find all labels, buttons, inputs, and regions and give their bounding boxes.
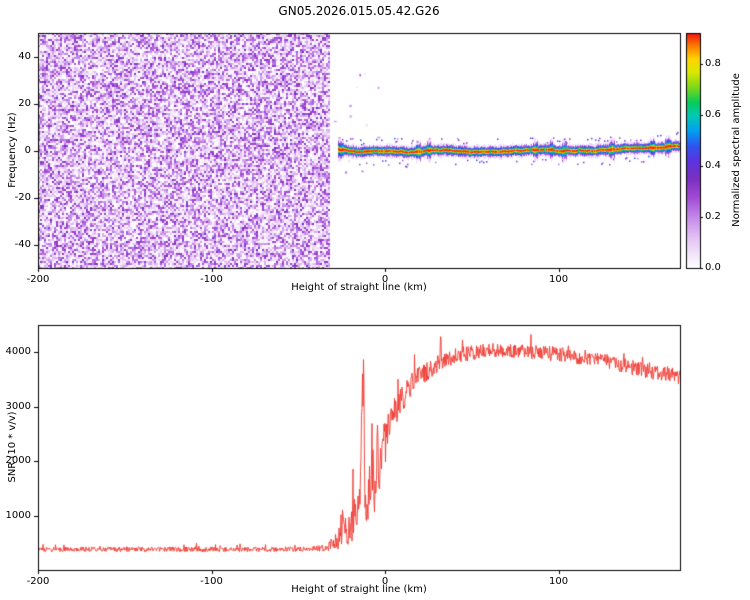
top-y-tick-label: -40 [14, 238, 31, 250]
colorbar-tick-label: 0.8 [705, 57, 721, 69]
colorbar-tick-label: 0.0 [705, 262, 721, 273]
colorbar-tick-label: 0.2 [705, 210, 721, 222]
figure-title: GN05.2026.015.05.42.G26 [278, 4, 440, 18]
bottom-xaxis-label: Height of straight line (km) [291, 584, 427, 595]
bottom-x-tick-label: 0 [381, 576, 389, 587]
colorbar-tick-label: 0.4 [705, 159, 721, 171]
bottom-y-tick-label: 3000 [5, 400, 31, 412]
top-y-tick-label: 0 [24, 144, 31, 156]
top-x-tick-label: 0 [381, 274, 389, 285]
bottom-x-tick-label: 100 [548, 576, 569, 587]
top-y-tick-label: 40 [18, 50, 31, 62]
bottom-yaxis-label: SNR (10 * v/v) [7, 411, 18, 483]
top-x-tick-label: 100 [548, 274, 569, 285]
top-xaxis-label: Height of straight line (km) [291, 282, 427, 293]
top-y-tick-label: -20 [14, 191, 31, 203]
top-x-tick-label: -200 [26, 274, 50, 285]
top-y-tick-label: 20 [18, 97, 31, 109]
bottom-x-tick-label: -100 [200, 576, 223, 587]
bottom-x-tick-label: -200 [26, 576, 50, 587]
bottom-y-tick-label: 2000 [5, 455, 31, 467]
colorbar-tick-label: 0.6 [705, 108, 721, 120]
colorbar-label: Normalized spectral amplitude [731, 73, 742, 227]
bottom-y-tick-label: 4000 [5, 346, 31, 358]
top-yaxis-label: Frequency (Hz) [7, 112, 18, 188]
top-x-tick-label: -100 [200, 274, 223, 285]
bottom-y-tick-label: 1000 [5, 509, 31, 521]
